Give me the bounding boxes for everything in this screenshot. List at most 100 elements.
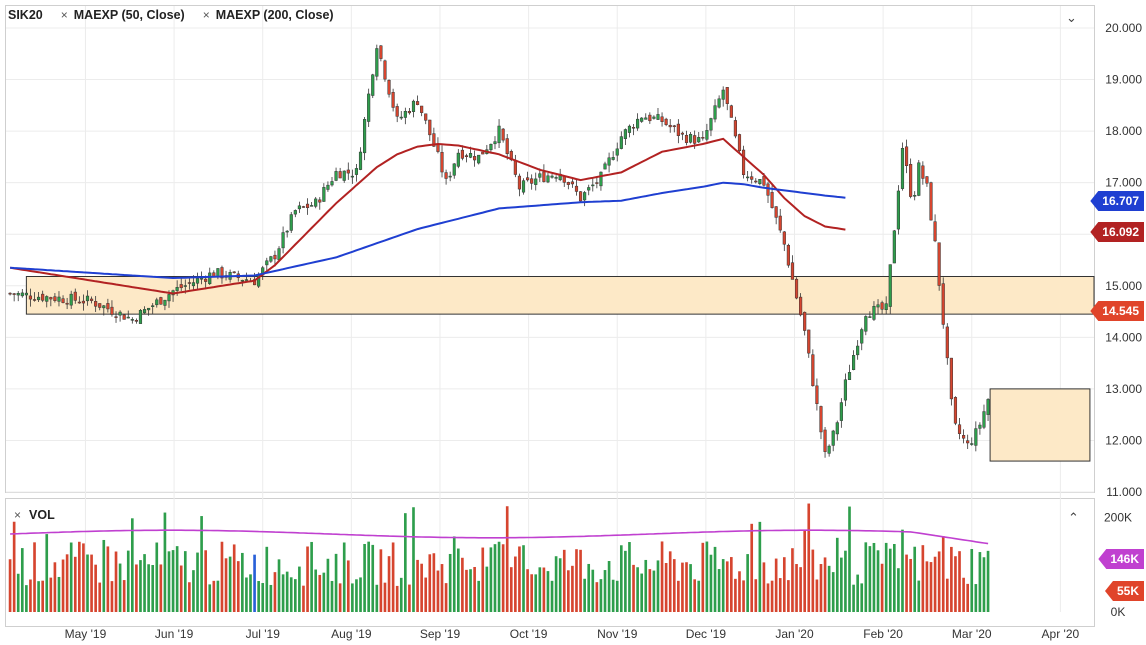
volume-bar bbox=[509, 567, 513, 612]
legend-ma200[interactable]: × MAEXP (200, Close) bbox=[203, 8, 334, 22]
candle-down bbox=[481, 151, 485, 155]
candle-down bbox=[436, 144, 440, 152]
candle-down bbox=[574, 185, 579, 192]
candle-down bbox=[159, 297, 163, 305]
volume-bar bbox=[754, 579, 758, 612]
volume-bar bbox=[249, 574, 252, 612]
volume-bar bbox=[86, 554, 89, 612]
volume-average-line bbox=[10, 529, 989, 545]
volume-bar bbox=[346, 560, 350, 612]
volume-bar bbox=[705, 541, 709, 612]
volume-bar bbox=[624, 550, 627, 612]
volume-bar bbox=[371, 544, 375, 612]
candle-down bbox=[929, 182, 933, 221]
candle-up bbox=[892, 230, 896, 264]
volume-panel-collapse-icon[interactable]: ⌃ bbox=[1068, 510, 1079, 525]
candle-down bbox=[379, 45, 383, 59]
volume-bar bbox=[970, 549, 974, 612]
candle-up bbox=[289, 214, 293, 231]
candle-up bbox=[468, 153, 473, 158]
remove-ma200-icon[interactable]: × bbox=[202, 8, 210, 22]
volume-bar bbox=[293, 579, 297, 612]
candle-down bbox=[578, 191, 583, 202]
volume-bar bbox=[831, 572, 835, 612]
candle-up bbox=[644, 117, 648, 120]
volume-bar bbox=[742, 580, 745, 612]
candle-down bbox=[526, 177, 530, 181]
candle-up bbox=[45, 296, 49, 302]
candle-up bbox=[986, 399, 990, 415]
volume-legend: × VOL bbox=[14, 508, 55, 522]
volume-bar bbox=[827, 565, 831, 612]
volume-bar bbox=[575, 549, 578, 612]
volume-bar bbox=[298, 566, 301, 612]
candle-up bbox=[970, 443, 974, 445]
candle-up bbox=[550, 175, 554, 178]
volume-bar bbox=[493, 544, 497, 612]
volume-bar bbox=[25, 585, 28, 612]
remove-volume-icon[interactable]: × bbox=[14, 508, 22, 522]
candle-up bbox=[126, 316, 130, 319]
volume-bar bbox=[868, 546, 872, 612]
candle-down bbox=[794, 278, 799, 299]
candle-down bbox=[232, 271, 236, 274]
volume-bar bbox=[579, 549, 582, 612]
volume-bar bbox=[522, 545, 525, 612]
candle-down bbox=[766, 183, 770, 196]
candle-down bbox=[925, 176, 929, 184]
volume-bar bbox=[619, 545, 623, 612]
candle-down bbox=[98, 303, 102, 308]
candle-up bbox=[208, 272, 212, 284]
volume-bar bbox=[465, 569, 468, 612]
volume-bar bbox=[126, 550, 130, 612]
candle-up bbox=[652, 116, 656, 119]
remove-ma50-icon[interactable]: × bbox=[60, 8, 68, 22]
candle-down bbox=[570, 181, 574, 185]
candle-down bbox=[501, 128, 505, 141]
price-panel-collapse-icon[interactable]: ⌄ bbox=[1066, 10, 1077, 25]
volume-bar bbox=[819, 564, 823, 612]
ma50-price-tag: 16.092 bbox=[1090, 222, 1144, 242]
volume-bar bbox=[823, 557, 827, 612]
volume-bar bbox=[807, 503, 811, 612]
candle-up bbox=[888, 264, 892, 307]
candle-up bbox=[876, 304, 880, 308]
volume-bar bbox=[461, 557, 464, 612]
x-tick-label: Aug '19 bbox=[331, 627, 372, 641]
volume-bar bbox=[905, 554, 908, 612]
candle-down bbox=[566, 182, 570, 185]
candle-up bbox=[118, 311, 122, 316]
candle-up bbox=[183, 285, 187, 287]
candle-down bbox=[941, 283, 945, 325]
volume-bar bbox=[228, 556, 232, 612]
candle-down bbox=[94, 301, 98, 307]
candle-up bbox=[843, 379, 848, 401]
volume-bar bbox=[236, 561, 240, 612]
volume-bar bbox=[852, 584, 855, 612]
candle-down bbox=[395, 106, 399, 117]
candle-down bbox=[966, 440, 970, 444]
x-tick-label: May '19 bbox=[65, 627, 107, 641]
candle-down bbox=[49, 297, 53, 300]
volume-bar bbox=[713, 546, 717, 612]
volume-bar bbox=[306, 546, 309, 612]
legend-ma50[interactable]: × MAEXP (50, Close) bbox=[61, 8, 185, 22]
candle-down bbox=[815, 385, 819, 404]
legend-symbol[interactable]: SIK20 bbox=[8, 8, 43, 22]
volume-last-tag: 55K bbox=[1104, 581, 1144, 601]
volume-bar bbox=[192, 570, 195, 612]
candle-up bbox=[102, 305, 106, 309]
candle-down bbox=[73, 291, 77, 301]
candle-down bbox=[750, 176, 754, 180]
candle-up bbox=[746, 176, 750, 179]
candle-down bbox=[77, 301, 81, 304]
volume-bar bbox=[864, 542, 868, 612]
volume-bar bbox=[672, 559, 676, 612]
candle-up bbox=[297, 205, 301, 210]
volume-bar bbox=[395, 585, 399, 612]
volume-bar bbox=[351, 583, 354, 612]
y-tick-label: 12.000 bbox=[1105, 433, 1142, 447]
candle-down bbox=[32, 299, 37, 301]
volume-bar bbox=[302, 585, 305, 612]
